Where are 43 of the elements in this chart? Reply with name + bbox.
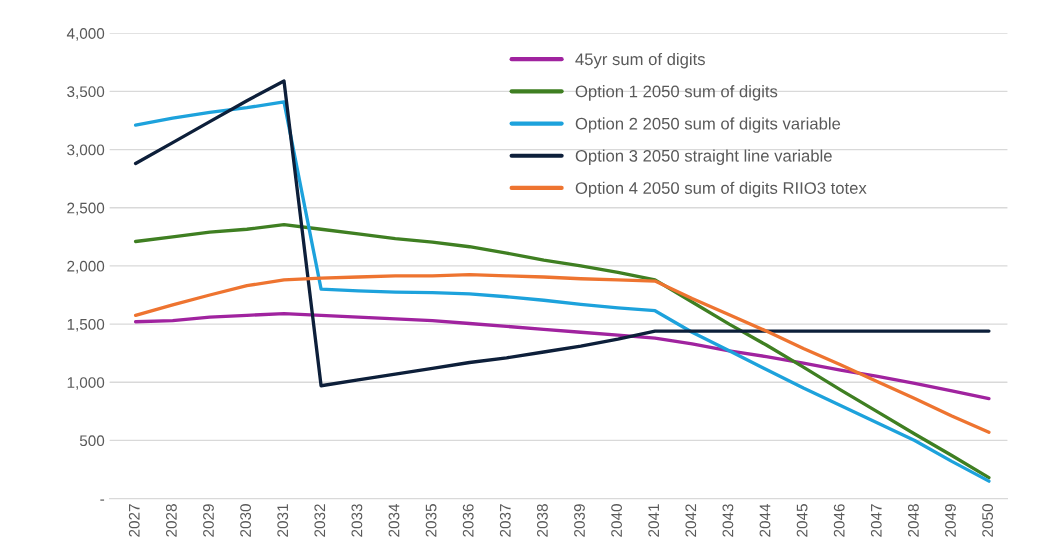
legend-label: 45yr sum of digits <box>575 52 705 69</box>
y-tick-label: - <box>100 499 105 501</box>
legend-label: Option 1 2050 sum of digits <box>575 85 778 101</box>
line-series <box>133 272 991 434</box>
y-tick-label: 4,000 <box>66 28 105 41</box>
line-series <box>133 311 991 401</box>
x-tick-label: 2034 <box>388 503 400 537</box>
line-series <box>133 79 991 388</box>
x-tick-label: 2042 <box>685 504 697 537</box>
x-tick-label: 2044 <box>759 503 771 537</box>
x-tick-label: 2035 <box>425 504 437 537</box>
x-tick-label: 2032 <box>314 504 326 537</box>
x-tick-label: 2050 <box>982 504 994 537</box>
x-tick-label: 2037 <box>499 504 511 537</box>
x-tick-label: 2039 <box>574 504 585 537</box>
x-tick-label: 2029 <box>203 504 214 537</box>
x-tick-label: 2027 <box>128 504 140 537</box>
x-tick-label: 2045 <box>796 504 808 537</box>
x-tick-label: 2030 <box>240 504 251 537</box>
x-tick-label: 2038 <box>536 504 548 537</box>
x-tick-label: 2046 <box>833 504 845 537</box>
legend-label: Option 3 2050 straight line variable <box>575 149 832 166</box>
y-tick-label: 3,000 <box>67 144 105 158</box>
line-series <box>133 100 991 483</box>
x-tick-label: 2040 <box>611 504 622 537</box>
x-tick-label: 2033 <box>351 504 363 537</box>
legend-label: Option 4 2050 sum of digits RIIO3 totex <box>575 181 867 198</box>
y-tick-label: 500 <box>79 435 105 447</box>
line-series <box>133 222 991 480</box>
y-tick-label: 2,000 <box>67 260 105 274</box>
x-tick-label: 2028 <box>165 504 177 537</box>
y-tick-label: 2,500 <box>67 202 105 216</box>
y-tick-label: 3,500 <box>67 86 105 99</box>
x-tick-label: 2036 <box>462 504 474 537</box>
x-tick-label: 2047 <box>870 504 882 537</box>
x-tick-label: 2048 <box>907 504 919 537</box>
y-tick-label: 1,000 <box>67 377 105 390</box>
legend-label: Option 2 2050 sum of digits variable <box>575 117 841 133</box>
x-tick-label: 2031 <box>277 504 289 537</box>
x-tick-label: 2041 <box>648 504 660 537</box>
x-tick-label: 2049 <box>945 504 956 537</box>
x-tick-label: 2043 <box>722 504 734 537</box>
y-tick-label: 1,500 <box>67 318 105 332</box>
